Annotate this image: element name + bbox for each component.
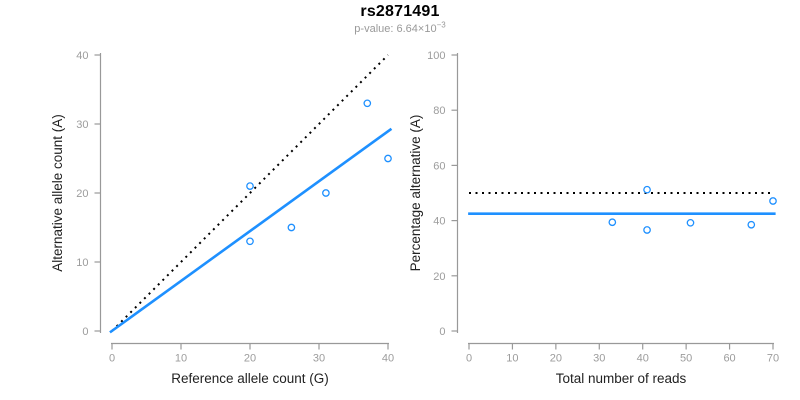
x-tick-label: 10	[175, 353, 187, 365]
x-tick-label: 50	[680, 353, 692, 365]
data-point	[643, 185, 651, 194]
x-tick-label: 40	[382, 353, 394, 365]
y-tick-label: 20	[76, 188, 88, 200]
y-tick-label: 100	[427, 50, 445, 62]
y-tick-label: 20	[433, 271, 445, 283]
x-tick-label: 20	[244, 353, 256, 365]
data-point	[363, 99, 372, 108]
data-point	[246, 237, 254, 246]
y-tick-label: 0	[82, 326, 88, 338]
x-tick-label: 30	[313, 353, 325, 365]
y-axis-title: Percentage alternative (A)	[408, 115, 423, 272]
y-tick-label: 80	[433, 105, 445, 117]
percentage-scatter: 0 20 40 60 80 100 0 10 20 30 40 50 60 70 Total number …	[408, 50, 779, 386]
plot-header: rs2871491 p-value: 6.64×10−3	[0, 3, 800, 35]
x-tick-label: 40	[637, 353, 649, 365]
x-tick-label: 30	[593, 353, 605, 365]
data-point	[769, 197, 777, 205]
allele-count-scatter: 0 10 20 30 40 0 10 20 30 40 Reference allele count…	[50, 50, 394, 386]
plot-title: rs2871491	[360, 3, 440, 20]
x-axis-title: Reference allele count (G)	[171, 371, 329, 386]
x-tick-label: 60	[723, 353, 735, 365]
y-tick-label: 40	[76, 50, 88, 62]
identity-line	[111, 54, 389, 332]
y-tick-label: 40	[433, 216, 445, 228]
y-tick-label: 60	[433, 160, 445, 172]
x-tick-label: 0	[466, 353, 472, 365]
data-point	[643, 226, 651, 234]
plot-subtitle: p-value: 6.64×10−3	[0, 20, 800, 35]
x-tick-label: 10	[506, 353, 518, 365]
data-point	[608, 218, 617, 227]
data-point	[686, 218, 695, 227]
y-tick-label: 30	[76, 119, 88, 131]
x-tick-label: 0	[109, 353, 115, 365]
y-tick-label: 10	[76, 257, 88, 269]
y-axis-title: Alternative allele count (A)	[50, 114, 65, 272]
data-point	[384, 154, 392, 163]
fit-line	[109, 127, 393, 334]
x-tick-label: 20	[550, 353, 562, 365]
data-point	[246, 182, 254, 190]
data-point	[747, 220, 756, 229]
data-point	[322, 189, 330, 197]
x-axis-title: Total number of reads	[556, 371, 687, 386]
y-tick-label: 0	[439, 326, 445, 338]
data-point	[287, 223, 296, 232]
pvalue-exponent: −3	[436, 20, 446, 30]
pvalue-text: p-value: 6.64×10	[354, 23, 437, 35]
x-tick-label: 70	[767, 353, 779, 365]
